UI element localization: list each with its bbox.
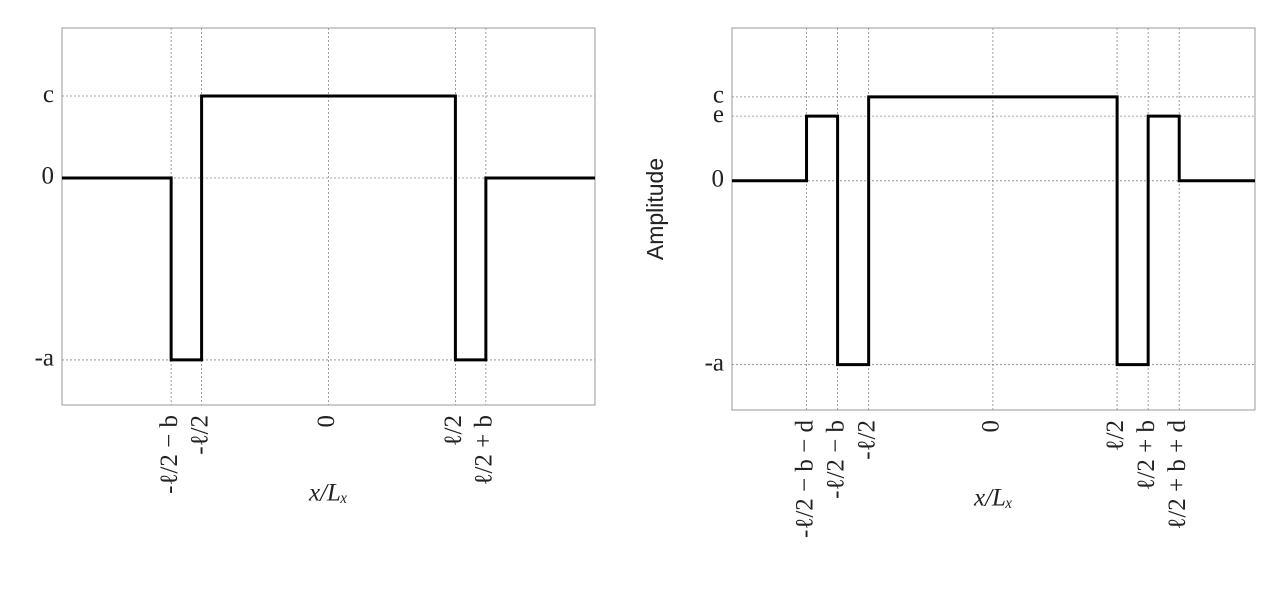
axes-frame [61, 27, 596, 406]
line [62, 94, 595, 362]
x-tick-label: -ℓ/2 − b [156, 415, 183, 494]
y-tick-label: -a [705, 349, 724, 376]
y-tick-label: 0 [712, 166, 725, 193]
y-tick-label: -a [35, 345, 54, 372]
x-axis-label: x/Lₓ [973, 485, 1013, 512]
axes-frame [731, 27, 1256, 411]
x-tick-label: ℓ/2 [440, 415, 467, 446]
x-tick-label: 0 [313, 415, 340, 428]
y-axis-label: Amplitude [642, 158, 668, 260]
x-tick-label: ℓ/2 [1102, 420, 1129, 451]
y-tick-label: c [713, 82, 724, 109]
y-tick-label: e [713, 101, 724, 128]
x-tick-label: 0 [978, 420, 1005, 433]
x-tick-label: -ℓ/2 − b [822, 420, 849, 499]
line [732, 95, 1255, 367]
y-tick-label: c [43, 81, 54, 108]
x-tick-label: -ℓ/2 [186, 415, 213, 455]
plot: -a 0 c -ℓ/2 − b -ℓ/2 0 ℓ/2 ℓ/2 + b x/Lₓ [35, 27, 596, 507]
y-tick-label: 0 [42, 163, 55, 190]
x-tick-label: ℓ/2 + b [471, 415, 498, 486]
x-tick-label: ℓ/2 + b + d [1164, 420, 1191, 530]
x-tick-label: -ℓ/2 [853, 420, 880, 460]
x-tick-label: ℓ/2 + b [1133, 420, 1160, 491]
x-axis-label: x/Lₓ [308, 480, 348, 507]
x-tick-label: -ℓ/2 − b − d [791, 420, 818, 538]
